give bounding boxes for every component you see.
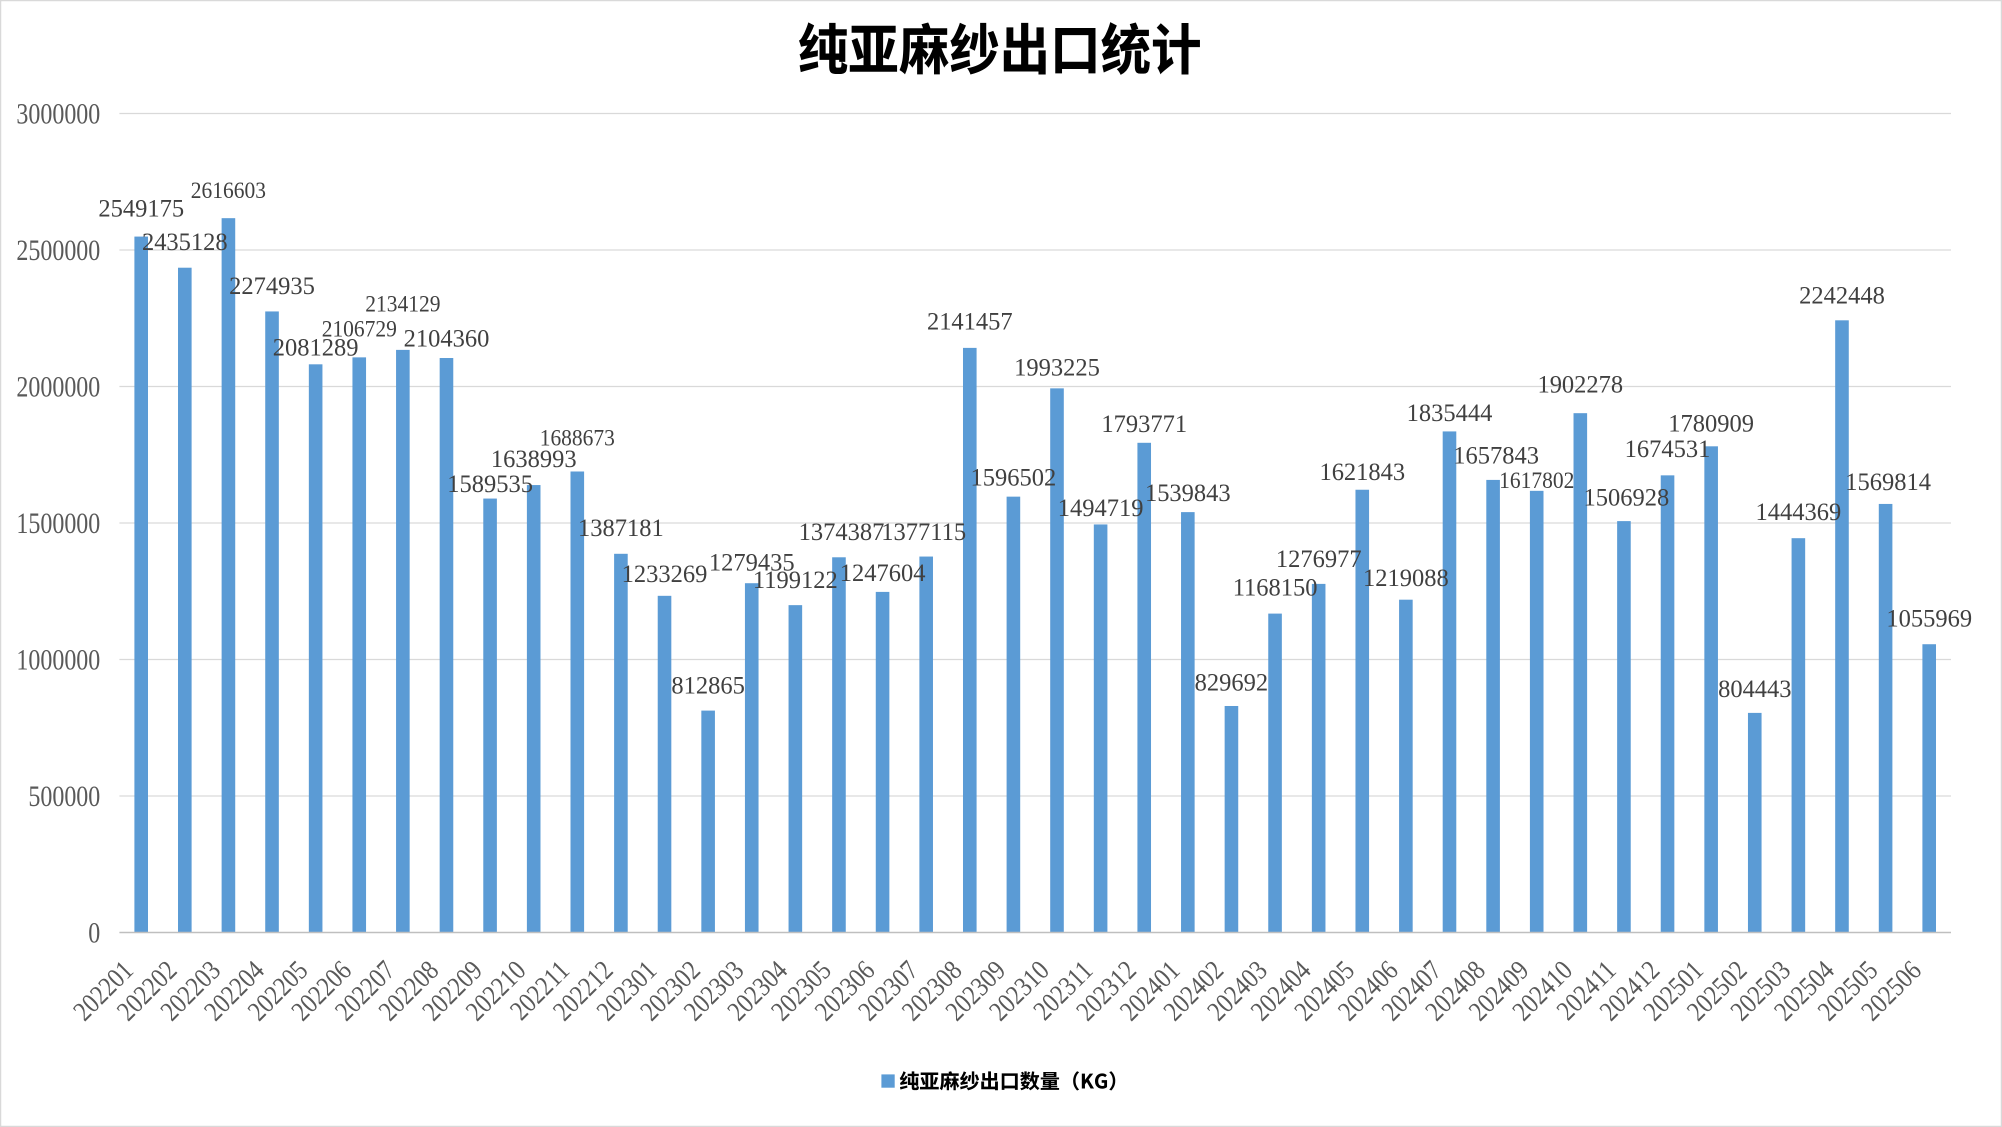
svg-text:1589535: 1589535: [447, 471, 533, 498]
svg-text:1674531: 1674531: [1625, 436, 1711, 463]
svg-text:1168150: 1168150: [1233, 574, 1318, 601]
svg-text:2242448: 2242448: [1799, 282, 1885, 309]
svg-text:2500000: 2500000: [16, 234, 100, 267]
svg-text:2081289: 2081289: [273, 334, 359, 361]
svg-text:1596502: 1596502: [971, 464, 1057, 491]
svg-text:1657843: 1657843: [1453, 442, 1539, 469]
svg-text:1055969: 1055969: [1886, 605, 1972, 632]
svg-text:804443: 804443: [1718, 676, 1791, 703]
svg-text:1377115: 1377115: [881, 519, 966, 546]
svg-text:1276977: 1276977: [1276, 545, 1362, 572]
svg-text:2274935: 2274935: [229, 273, 315, 300]
svg-text:1506928: 1506928: [1584, 484, 1670, 511]
svg-text:1539843: 1539843: [1145, 480, 1231, 507]
svg-text:2106729: 2106729: [322, 316, 397, 342]
svg-text:1793771: 1793771: [1101, 411, 1187, 438]
svg-text:3000000: 3000000: [16, 97, 100, 130]
svg-text:1569814: 1569814: [1845, 469, 1931, 496]
svg-text:1902278: 1902278: [1537, 371, 1623, 398]
svg-text:2549175: 2549175: [98, 195, 184, 222]
svg-text:2435128: 2435128: [142, 229, 228, 256]
svg-text:1233269: 1233269: [622, 561, 708, 588]
svg-text:1688673: 1688673: [540, 425, 615, 451]
svg-text:829692: 829692: [1195, 669, 1268, 696]
svg-text:1500000: 1500000: [16, 507, 100, 540]
svg-text:500000: 500000: [28, 780, 100, 813]
svg-text:2104360: 2104360: [404, 325, 490, 352]
svg-text:1247604: 1247604: [840, 559, 926, 586]
svg-text:1279435: 1279435: [709, 549, 795, 576]
svg-text:2000000: 2000000: [16, 370, 100, 403]
svg-text:812865: 812865: [671, 672, 744, 699]
svg-text:2134129: 2134129: [365, 291, 440, 317]
svg-text:1993225: 1993225: [1014, 354, 1100, 381]
svg-text:1374387: 1374387: [799, 519, 885, 546]
svg-text:1835444: 1835444: [1407, 400, 1493, 427]
svg-text:1387181: 1387181: [578, 515, 664, 542]
svg-text:1444369: 1444369: [1756, 499, 1842, 526]
svg-text:2616603: 2616603: [191, 177, 266, 203]
svg-text:1000000: 1000000: [16, 643, 100, 676]
svg-text:1638993: 1638993: [491, 446, 577, 473]
svg-text:1219088: 1219088: [1363, 565, 1449, 592]
svg-text:1199122: 1199122: [753, 567, 838, 594]
svg-text:1494719: 1494719: [1058, 494, 1144, 521]
svg-text:1780909: 1780909: [1668, 410, 1754, 437]
svg-text:2141457: 2141457: [927, 308, 1013, 335]
svg-text:0: 0: [88, 916, 100, 949]
svg-text:1617802: 1617802: [1499, 467, 1574, 493]
svg-text:1621843: 1621843: [1319, 459, 1405, 486]
